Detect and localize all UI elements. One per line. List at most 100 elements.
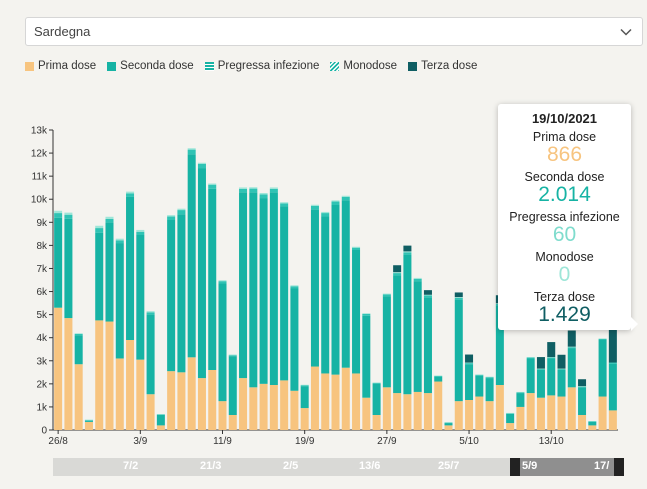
bar-segment-monodose [516,391,525,393]
date-range-slider[interactable]: 7/2 21/3 2/5 13/6 25/7 5/9 17/ [53,458,624,476]
bar-segment-prima-dose [321,373,330,430]
y-tick-label: 6k [36,287,48,298]
bar-segment-prima-dose [146,394,155,430]
range-handle-left[interactable] [510,458,520,476]
bar-segment-pregressa-infezione [547,357,556,359]
bar-segment-pregressa-infezione [239,188,248,193]
bar-segment-prima-dose [208,370,217,430]
tooltip-label: Monodose [535,250,594,264]
bar-segment-seconda-dose [362,315,371,398]
range-label: 13/6 [359,460,381,472]
bar-segment-seconda-dose [249,192,258,388]
bar-segment-monodose [352,246,361,248]
bar-segment-pregressa-infezione [208,184,217,189]
tooltip-date: 19/10/2021 [531,111,598,126]
legend-item[interactable]: Prima dose [25,60,96,72]
y-tick-label: 1k [36,402,48,413]
bar-segment-seconda-dose [341,200,350,368]
legend-item[interactable]: Terza dose [408,60,477,72]
range-window[interactable] [510,458,624,476]
bar-segment-prima-dose [495,385,504,430]
bar-segment-seconda-dose [105,222,114,322]
bar-segment-prima-dose [475,396,484,430]
bar-segment-prima-dose [64,318,73,430]
bar-segment-prima-dose [393,393,402,430]
bar-segment-monodose [393,272,402,274]
bar-segment-pregressa-infezione [331,201,340,205]
bar-segment-monodose [64,212,73,215]
bar-segment-prima-dose [54,307,63,430]
legend-label: Pregressa infezione [217,60,320,72]
x-tick-label: 3/9 [133,436,147,447]
bar-segment-prima-dose [269,385,278,430]
chevron-down-icon [620,28,632,36]
bar-segment-monodose [146,311,155,313]
bar-segment-prima-dose [239,378,248,430]
bar-segment-prima-dose [218,401,227,430]
bar-segment-terza-dose [557,354,566,369]
bar-segment-terza-dose [567,330,576,347]
region-select-value: Sardegna [34,24,91,39]
bar-segment-monodose [526,357,535,358]
bar-segment-seconda-dose [557,370,566,397]
y-tick-label: 3k [36,356,48,367]
legend-item[interactable]: Pregressa infezione [204,60,320,72]
tooltip-value: 1.429 [538,303,591,326]
y-tick-label: 7k [36,264,48,275]
bar-segment-prima-dose [454,401,463,430]
bar-segment-pregressa-infezione [557,369,566,370]
x-tick-label: 5/10 [459,436,479,447]
x-tick-label: 19/9 [295,436,315,447]
tooltip-value: 866 [546,143,583,166]
bar-segment-monodose [115,238,124,241]
bar-segment-seconda-dose [54,217,63,308]
bar-segment-pregressa-infezione [280,203,289,207]
bar-segment-prima-dose [310,366,319,430]
bar-segment-pregressa-infezione [310,205,319,210]
legend: Prima dose Seconda dose Pregressa infezi… [25,60,488,72]
bar-segment-pregressa-infezione [413,278,422,282]
bar-segment-prima-dose [485,401,494,430]
bar-segment-prima-dose [352,373,361,430]
bar-segment-monodose [54,210,63,214]
legend-item[interactable]: Seconda dose [107,60,194,72]
bar-segment-monodose [434,375,443,377]
bar-segment-seconda-dose [239,192,248,379]
bar-segment-seconda-dose [300,386,309,409]
bar-segment-prima-dose [300,408,309,430]
bar-segment-monodose [506,412,515,414]
bar-segment-monodose [465,362,474,364]
bar-segment-pregressa-infezione [423,295,432,298]
bar-segment-seconda-dose [84,420,93,422]
bar-segment-pregressa-infezione [526,357,535,359]
bar-segment-pregressa-infezione [608,362,617,364]
bar-segment-prima-dose [156,425,165,430]
bar-segment-prima-dose [187,357,196,430]
bar-segment-monodose [84,419,93,421]
bar-segment-prima-dose [197,378,206,430]
bar-segment-seconda-dose [526,358,535,394]
bar-segment-monodose [95,225,104,229]
range-handle-right[interactable] [614,458,624,476]
bar-segment-prima-dose [331,374,340,430]
bar-segment-seconda-dose [423,297,432,394]
y-tick-label: 8k [36,241,48,252]
bar-segment-pregressa-infezione [475,374,484,376]
bar-segment-prima-dose [177,372,186,430]
x-tick-label: 27/9 [377,436,397,447]
y-tick-label: 4k [36,333,48,344]
bar-segment-seconda-dose [95,232,104,321]
bar-segment-prima-dose [362,397,371,430]
tooltip-value: 2.014 [538,183,591,206]
bar-segment-seconda-dose [567,348,576,388]
bar-segment-monodose [403,251,412,253]
bar-segment-seconda-dose [218,283,227,402]
bar-segment-monodose [310,204,319,206]
region-select[interactable]: Sardegna [25,17,643,46]
bar-segment-prima-dose [536,397,545,430]
tooltip-label: Prima dose [532,130,597,144]
bar-segment-monodose [269,187,278,189]
legend-item[interactable]: Monodose [330,60,397,72]
bar-segment-seconda-dose [444,423,453,426]
